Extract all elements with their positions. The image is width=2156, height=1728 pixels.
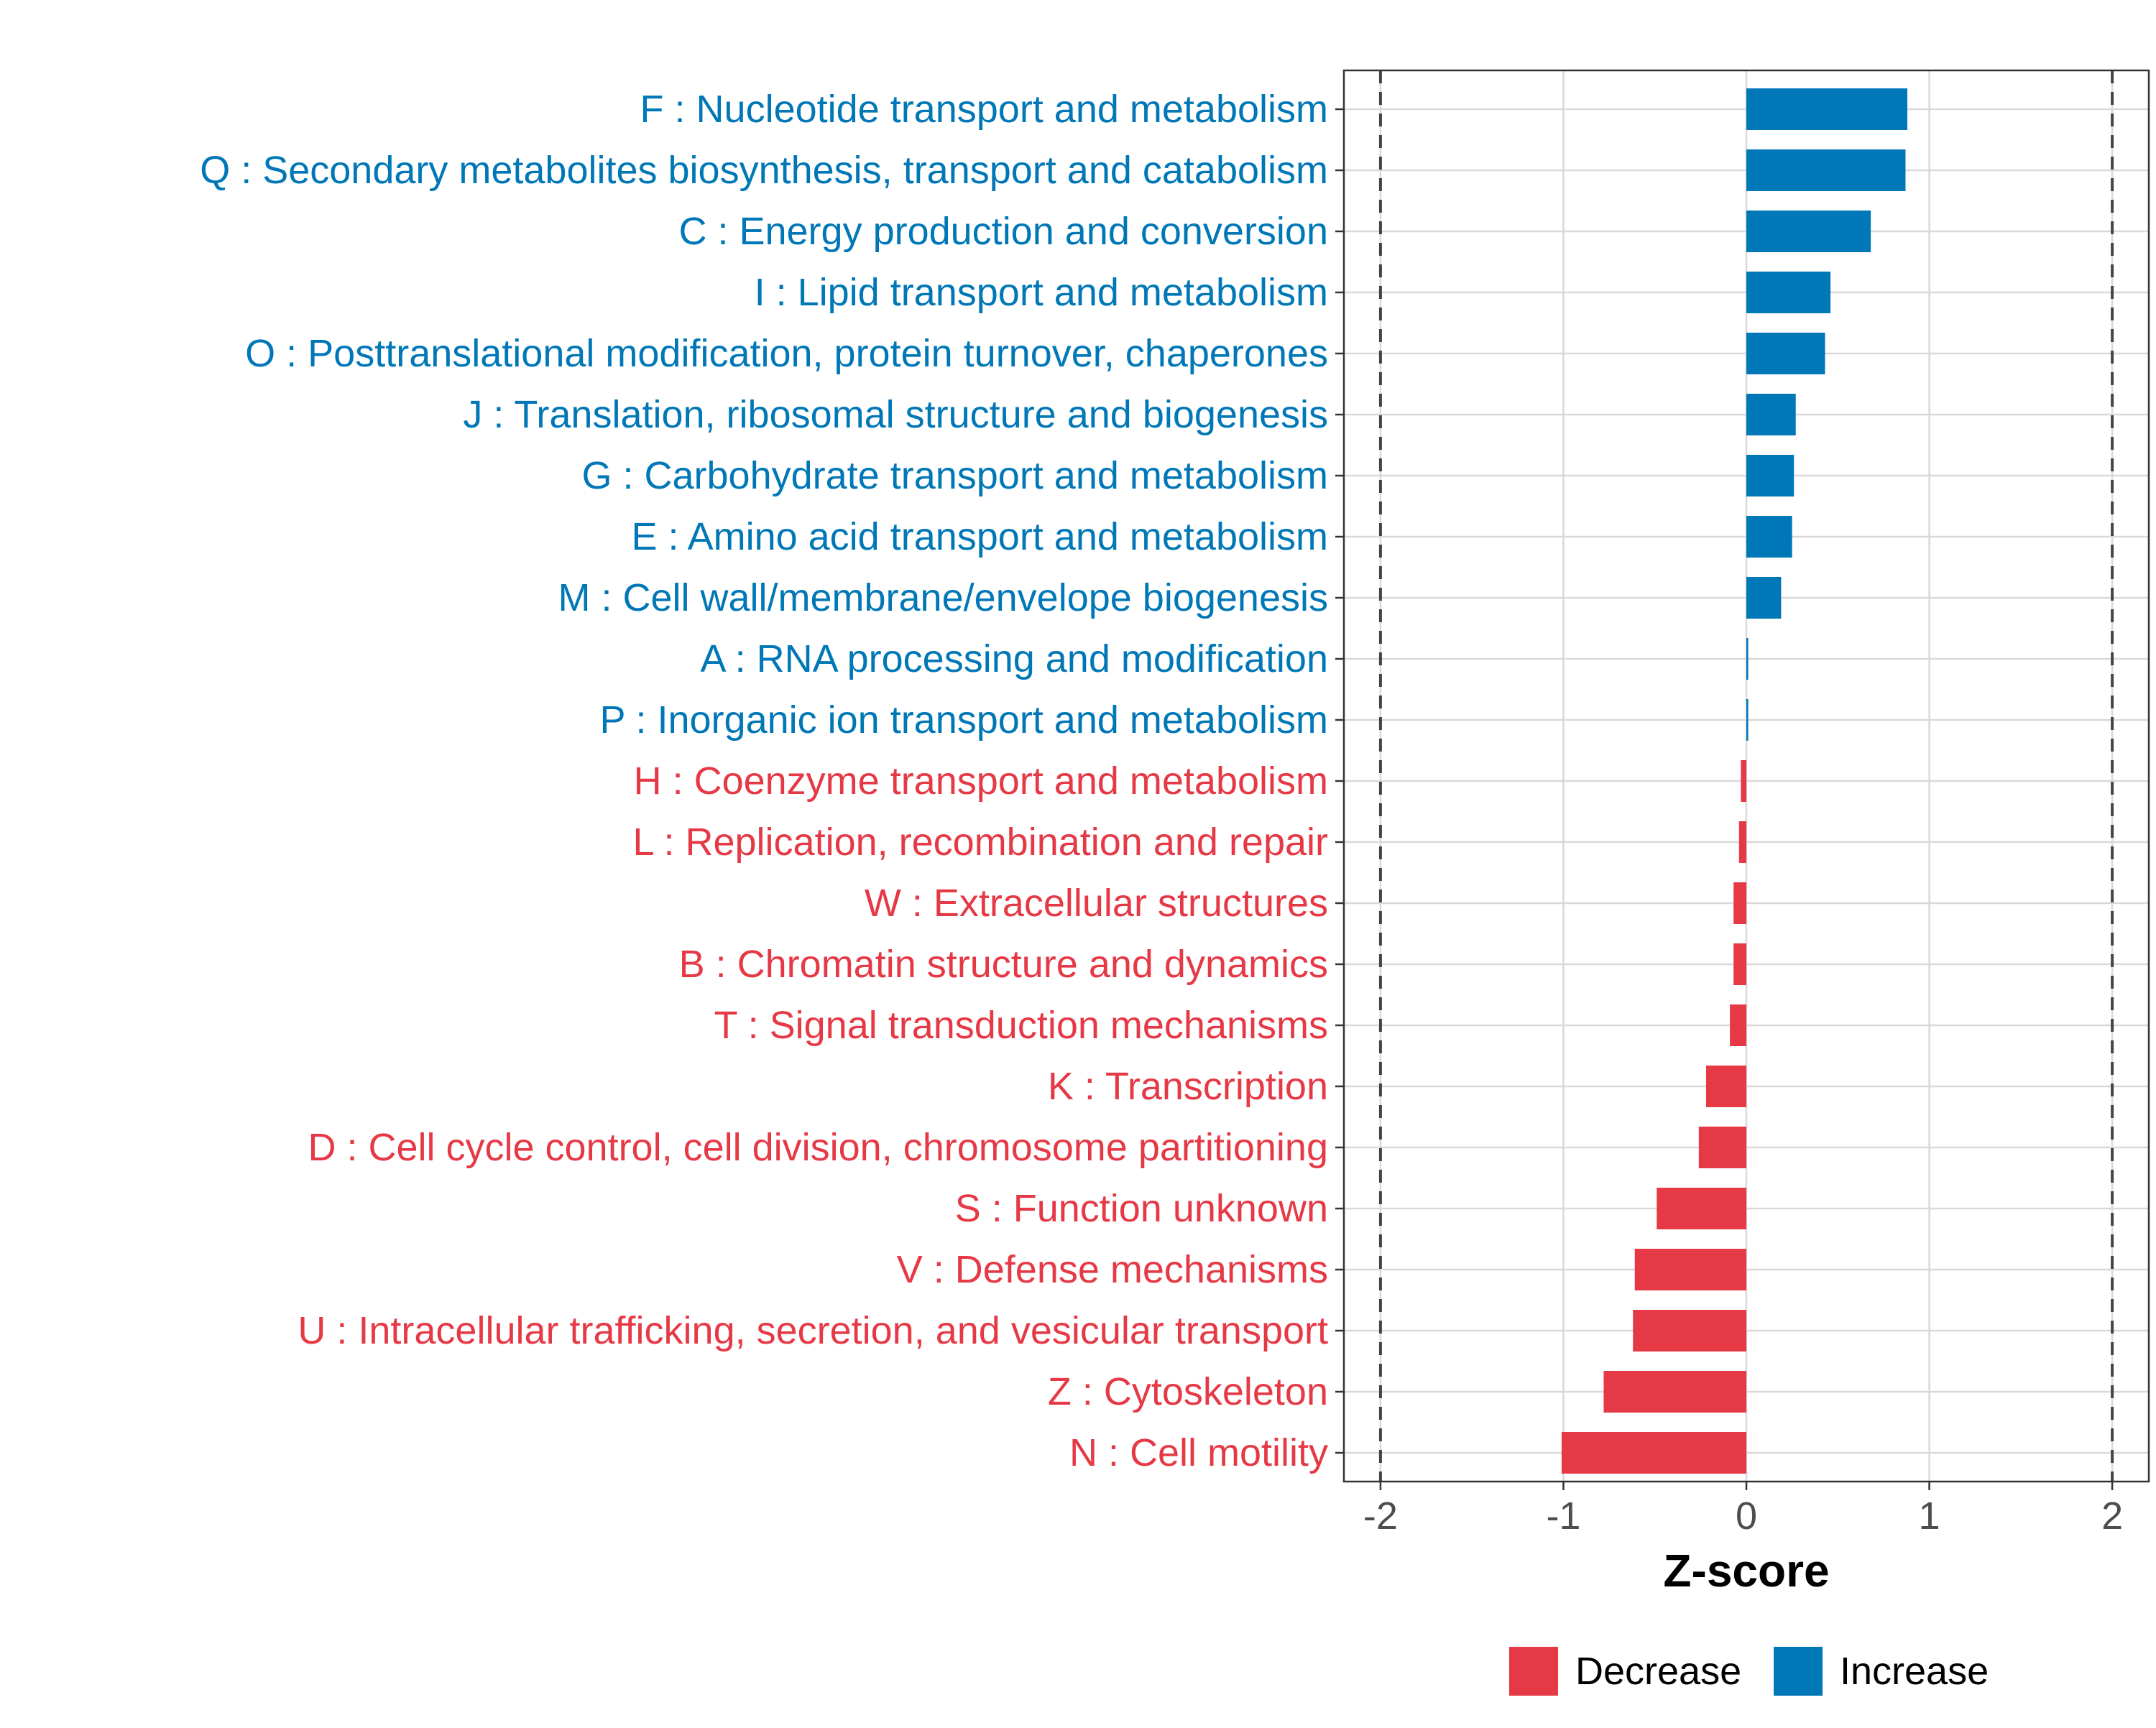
y-tick-label: N : Cell motility (1069, 1431, 1328, 1474)
legend: Decrease Increase (1509, 1647, 1989, 1696)
y-tick-label: G : Carbohydrate transport and metabolis… (582, 454, 1329, 497)
y-tick-label: J : Translation, ribosomal structure and… (463, 393, 1328, 436)
y-tick-label: D : Cell cycle control, cell division, c… (308, 1126, 1328, 1169)
bar (1746, 272, 1831, 313)
bar (1746, 516, 1792, 558)
y-tick-label: W : Extracellular structures (865, 882, 1328, 925)
bar (1561, 1432, 1746, 1474)
y-tick-label: L : Replication, recombination and repai… (632, 821, 1328, 864)
y-tick-label: I : Lipid transport and metabolism (755, 271, 1328, 314)
bar (1746, 88, 1907, 130)
bar (1733, 882, 1746, 924)
bar (1730, 1004, 1746, 1046)
x-axis: -2 -1 0 1 2 (1363, 1482, 2123, 1538)
bar (1741, 760, 1746, 802)
y-tick-label: B : Chromatin structure and dynamics (679, 943, 1328, 986)
bar (1746, 638, 1749, 680)
bar (1603, 1371, 1746, 1413)
x-tick-label: 2 (2101, 1494, 2123, 1538)
legend-label: Decrease (1575, 1650, 1741, 1693)
y-tick-label: U : Intracellular trafficking, secretion… (298, 1309, 1328, 1352)
bar (1657, 1188, 1746, 1229)
y-tick-label: K : Transcription (1048, 1065, 1328, 1108)
y-tick-label: Q : Secondary metabolites biosynthesis, … (200, 149, 1328, 192)
bar (1746, 394, 1796, 435)
y-tick-label: C : Energy production and conversion (678, 210, 1328, 253)
y-tick-label: V : Defense mechanisms (897, 1248, 1328, 1291)
y-tick-label: P : Inorganic ion transport and metaboli… (599, 698, 1328, 741)
y-tick-label: T : Signal transduction mechanisms (714, 1004, 1328, 1047)
bar (1746, 149, 1906, 191)
y-tick-label: S : Function unknown (955, 1187, 1328, 1230)
y-tick-label: H : Coenzyme transport and metabolism (634, 759, 1328, 803)
bar (1746, 577, 1782, 619)
bar (1746, 455, 1795, 496)
bar (1733, 943, 1746, 985)
y-tick-label: Z : Cytoskeleton (1048, 1370, 1328, 1413)
reference-lines (1378, 70, 2114, 1482)
x-axis-title: Z-score (1663, 1545, 1829, 1597)
bar (1698, 1127, 1746, 1168)
y-tick-label: F : Nucleotide transport and metabolism (640, 88, 1328, 131)
legend-swatch (1509, 1647, 1558, 1696)
bar (1706, 1066, 1746, 1107)
bar (1738, 821, 1746, 863)
y-axis: F : Nucleotide transport and metabolism Q… (200, 88, 1344, 1474)
bars (1561, 88, 1907, 1474)
y-tick-label: M : Cell wall/membrane/envelope biogenes… (558, 576, 1328, 619)
x-tick-label: -1 (1546, 1494, 1580, 1538)
y-tick-label: O : Posttranslational modification, prot… (245, 332, 1328, 375)
y-tick-label: A : RNA processing and modification (701, 637, 1328, 680)
x-tick-label: -2 (1363, 1494, 1398, 1538)
x-tick-label: 1 (1919, 1494, 1940, 1538)
bar (1746, 699, 1749, 741)
bar (1634, 1249, 1746, 1290)
bar (1633, 1310, 1746, 1352)
x-tick-label: 0 (1736, 1494, 1757, 1538)
bar (1746, 333, 1825, 374)
legend-swatch (1774, 1647, 1823, 1696)
y-tick-label: E : Amino acid transport and metabolism (632, 515, 1328, 558)
bar (1746, 211, 1871, 252)
legend-label: Increase (1840, 1650, 1989, 1693)
